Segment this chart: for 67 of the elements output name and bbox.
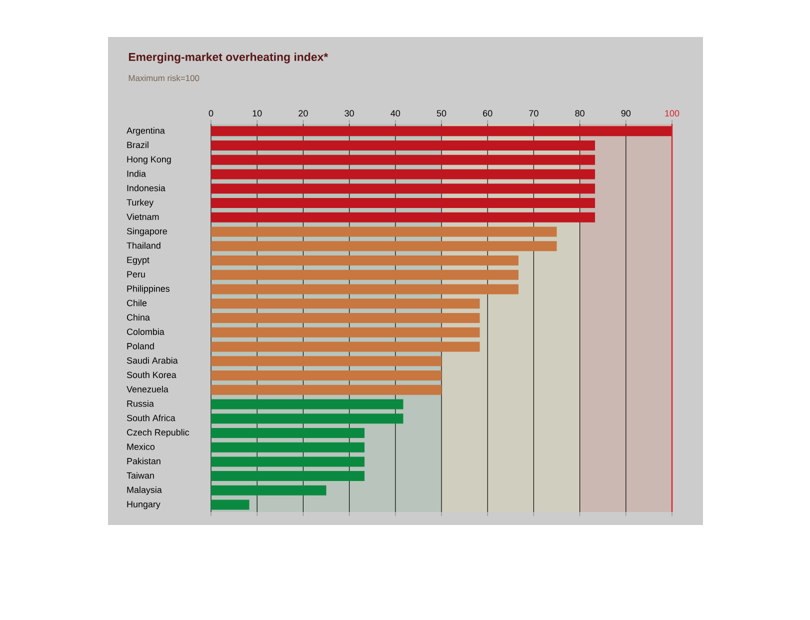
y-tick-label: China xyxy=(126,314,150,321)
x-tick-label: 80 xyxy=(575,110,584,116)
y-tick-label: Philippines xyxy=(127,285,170,294)
y-tick-label: Singapore xyxy=(126,228,168,236)
bar xyxy=(211,241,557,252)
bar xyxy=(211,442,365,452)
y-tick-label: Vietnam xyxy=(126,213,159,220)
y-tick-label: Argentina xyxy=(126,127,165,136)
x-tick-label: 70 xyxy=(529,110,538,116)
bar xyxy=(211,184,596,194)
bar xyxy=(211,356,442,366)
bar xyxy=(211,284,518,294)
bar xyxy=(211,370,442,380)
bar xyxy=(211,270,518,280)
y-tick-label: Poland xyxy=(127,342,154,350)
bar xyxy=(211,126,672,136)
bar xyxy=(211,212,596,222)
bar xyxy=(211,140,596,151)
bar xyxy=(211,226,557,237)
bar xyxy=(211,471,365,482)
y-tick-label: Malaysia xyxy=(127,486,162,495)
y-tick-label: Turkey xyxy=(126,199,154,208)
y-tick-label: Indonesia xyxy=(127,184,166,192)
bar xyxy=(211,342,480,352)
bar xyxy=(211,169,596,180)
bar xyxy=(211,428,365,438)
y-tick-label: Hong Kong xyxy=(127,156,171,164)
y-tick-label: Egypt xyxy=(127,256,150,265)
y-tick-label: Venezuela xyxy=(126,386,168,392)
x-tick-label: 10 xyxy=(252,110,262,116)
x-tick-label: 0 xyxy=(208,110,214,116)
bar xyxy=(211,500,250,510)
y-tick-label: Saudi Arabia xyxy=(126,357,178,364)
bar xyxy=(211,327,480,338)
bar xyxy=(211,312,480,323)
x-tick-label: 40 xyxy=(390,110,400,116)
y-tick-label: Czech Republic xyxy=(126,428,190,438)
bar xyxy=(211,198,596,208)
y-tick-label: Peru xyxy=(127,271,145,278)
bar xyxy=(211,384,442,395)
bar xyxy=(211,414,404,424)
y-tick-label: Russia xyxy=(127,400,154,407)
chart-subtitle: Maximum risk=100 xyxy=(128,74,200,82)
bar xyxy=(211,298,480,309)
y-tick-label: South Korea xyxy=(126,371,176,378)
x-tick-label: 60 xyxy=(483,110,492,116)
y-tick-label: South Africa xyxy=(126,414,176,422)
bar xyxy=(211,456,365,467)
bar xyxy=(211,399,404,410)
y-tick-label: Hungary xyxy=(127,501,160,510)
chart-title: Emerging-market overheating index* xyxy=(128,52,328,64)
y-tick-label: Chile xyxy=(126,300,147,306)
y-tick-label: Brazil xyxy=(127,142,148,148)
bar xyxy=(211,485,326,496)
x-tick-label: 30 xyxy=(344,110,354,116)
x-tick-label: 20 xyxy=(298,110,308,116)
bar xyxy=(211,256,518,266)
y-tick-label: India xyxy=(127,170,146,177)
y-tick-label: Colombia xyxy=(126,328,164,335)
x-tick-label: 90 xyxy=(621,110,631,116)
y-tick-label: Taiwan xyxy=(126,472,154,479)
bar xyxy=(211,154,596,165)
y-tick-label: Pakistan xyxy=(127,458,160,464)
x-tick-label: 50 xyxy=(436,110,446,116)
y-tick-label: Thailand xyxy=(126,242,160,249)
x-tick-label: 100 xyxy=(665,110,680,116)
y-tick-label: Mexico xyxy=(127,443,155,450)
